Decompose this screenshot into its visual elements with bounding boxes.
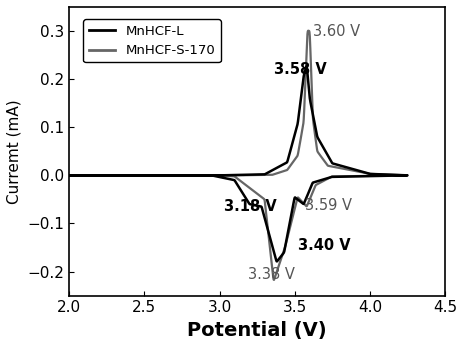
MnHCF-L (87, 173, 92, 177)
MnHCF-L (350, 167, 356, 171)
Legend: MnHCF-L, MnHCF-S-170: MnHCF-L, MnHCF-S-170 (83, 19, 220, 62)
Text: 3.60 V: 3.60 V (312, 24, 359, 39)
MnHCF-L (387, 172, 393, 177)
MnHCF-L (120, 173, 126, 177)
MnHCF-S-170 (66, 173, 72, 177)
Line: MnHCF-S-170: MnHCF-S-170 (69, 31, 407, 280)
MnHCF-L (66, 173, 72, 177)
Text: 3.38 V: 3.38 V (248, 267, 294, 282)
MnHCF-S-170 (305, 29, 310, 33)
MnHCF-S-170 (270, 278, 276, 282)
Text: 3.18 V: 3.18 V (224, 200, 276, 214)
MnHCF-S-170 (66, 173, 72, 177)
MnHCF-S-170 (387, 172, 393, 177)
MnHCF-L (66, 173, 72, 177)
MnHCF-L (303, 64, 308, 68)
MnHCF-S-170 (87, 173, 92, 177)
MnHCF-L (356, 169, 361, 173)
Text: 3.40 V: 3.40 V (297, 238, 350, 253)
Y-axis label: Curremt (mA): Curremt (mA) (7, 99, 22, 204)
MnHCF-L (274, 259, 279, 263)
MnHCF-L (250, 203, 256, 207)
MnHCF-S-170 (356, 170, 361, 174)
Text: 3.58 V: 3.58 V (273, 62, 325, 77)
MnHCF-S-170 (250, 189, 256, 193)
Text: 3.59 V: 3.59 V (305, 198, 351, 213)
MnHCF-S-170 (120, 173, 126, 177)
MnHCF-S-170 (350, 169, 356, 173)
Line: MnHCF-L: MnHCF-L (69, 66, 407, 261)
X-axis label: Potential (V): Potential (V) (187, 321, 326, 340)
